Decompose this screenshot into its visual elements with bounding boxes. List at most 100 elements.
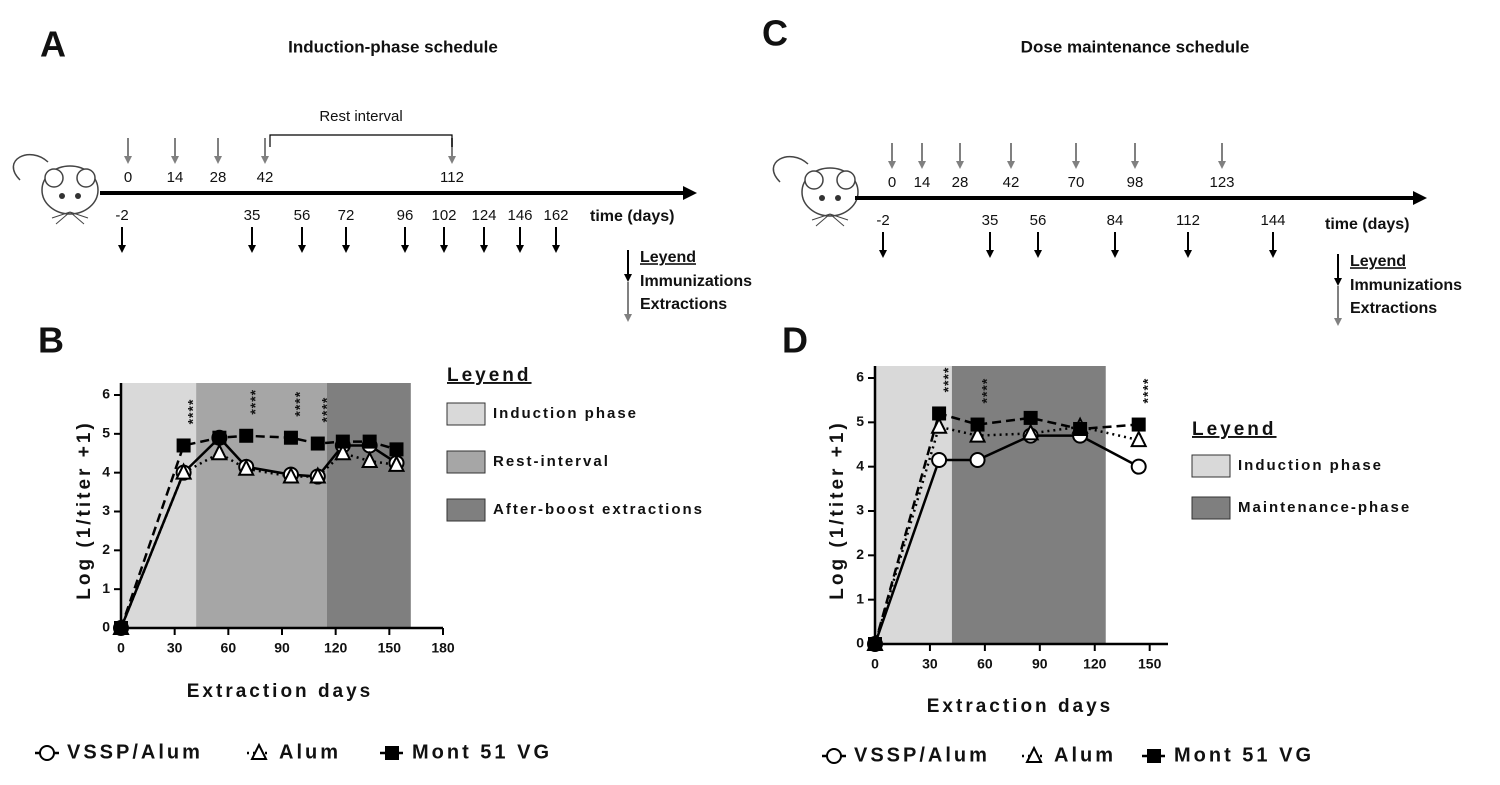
significance: **** [1139,378,1155,404]
mouse-whiskers [811,213,849,227]
mouse-ear [836,170,856,190]
panel-title: Induction-phase schedule [288,37,498,56]
x-tick-label: 120 [324,640,348,656]
y-tick-label: 0 [102,619,110,635]
bottom-day: 35 [244,207,261,224]
top-day: 42 [1003,174,1020,191]
arrow-head [888,161,896,169]
x-tick-label: 150 [378,640,402,656]
marker [930,416,948,434]
y-tick-label: 6 [102,386,110,402]
marker [931,452,948,469]
legend-marker [39,745,55,761]
bottom-day: 112 [1176,212,1200,229]
legend-marker [1025,745,1043,763]
y-tick-label: 4 [856,457,864,473]
mouse-eye [75,193,81,199]
axis-label: time (days) [1325,216,1409,233]
y-tick-label: 5 [102,425,110,441]
series-line [119,451,397,629]
arrow-head [1269,250,1277,258]
marker [309,466,327,484]
mouse-ear [76,168,96,188]
y-axis-label: Log (1/titer +1) [827,420,848,599]
bracket-label: Rest interval [319,108,402,125]
mouse-tail [12,153,49,181]
x-tick-label: 30 [167,640,183,656]
legend-marker [1147,749,1161,763]
marker [1023,410,1038,425]
time-axis-head [683,186,697,200]
legend-item: Maintenance-phase [1238,499,1411,516]
top-day: 112 [440,169,464,186]
region [121,383,197,628]
x-tick-label: 0 [117,640,125,656]
marker [176,438,191,453]
bracket [269,134,453,147]
legend-item: Extractions [1350,300,1437,317]
bottom-day: -2 [876,212,889,229]
mouse-ear [44,168,64,188]
series-line [873,411,1139,645]
mouse-eye [59,193,65,199]
legend-swatch [1191,496,1231,520]
marker [1131,417,1146,432]
legend-marker [826,748,842,764]
y-tick-label: 1 [856,590,864,606]
significance: **** [247,389,263,415]
panel-letter: B [38,320,64,361]
x-tick-label: 150 [1138,656,1162,672]
arrow-head [440,245,448,253]
significance: **** [292,391,308,417]
marker [1022,423,1040,441]
arrow-head [516,245,524,253]
mouse-eye [819,195,825,201]
marker [114,621,128,635]
arrow-head [298,245,306,253]
panel-letter: D [782,320,808,361]
marker [1130,458,1147,475]
legend-title: Leyend [1350,253,1406,270]
legend-title: Leyend [1192,419,1277,440]
x-tick-label: 120 [1083,656,1107,672]
legend-marker [385,746,399,760]
significance: **** [184,399,200,425]
arrow-head [1131,161,1139,169]
panel-letter: C [762,13,788,54]
y-tick-label: 5 [856,413,864,429]
arrow-head [1334,318,1342,326]
bottom-day: 84 [1107,212,1124,229]
arrow-head [552,245,560,253]
marker [387,454,406,472]
y-tick-label: 2 [856,546,864,562]
marker [282,466,300,484]
marker [361,450,379,469]
arrow-head [624,314,632,322]
legend-title: Leyend [640,249,696,266]
bottom-day: 96 [397,207,414,224]
top-day: 42 [257,169,274,186]
marker [868,637,882,651]
top-day: 14 [914,174,931,191]
time-axis-head [1413,191,1427,205]
marker [310,436,325,451]
marker [283,430,298,445]
arrow-head [879,250,887,258]
bottom-day: 56 [294,207,311,224]
marker [212,430,227,445]
arrow-head [986,250,994,258]
y-tick-label: 3 [856,502,864,518]
bottom-day: 124 [471,207,496,224]
arrow-head [480,245,488,253]
marker [237,458,255,476]
y-tick-label: 6 [856,369,864,385]
arrow-head [1007,161,1015,169]
x-axis-label: Extraction days [187,681,374,702]
x-tick-label: 90 [1032,656,1048,672]
y-tick-label: 4 [102,463,110,479]
arrow-head [118,245,126,253]
top-day: 28 [210,169,227,186]
x-axis-label: Extraction days [927,696,1114,717]
legend-item: Rest-interval [493,453,610,470]
